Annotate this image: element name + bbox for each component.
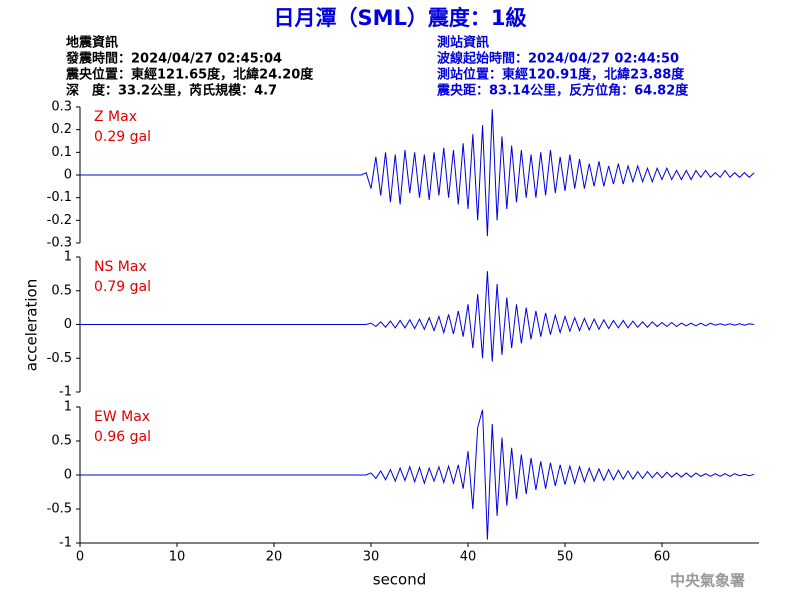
- x-tick-label: 10: [169, 550, 186, 565]
- x-tick-label: 30: [363, 550, 380, 565]
- x-tick-label: 40: [460, 550, 477, 565]
- y-axis-label: acceleration: [23, 279, 41, 371]
- y-tick-label: -0.1: [47, 190, 72, 205]
- y-tick-label: -1: [59, 536, 72, 551]
- max-annotation: NS Max: [94, 259, 147, 275]
- info-left: 發震時間：2024/04/27 02:45:04: [65, 51, 282, 67]
- info-right: 波線起始時間：2024/04/27 02:44:50: [437, 51, 679, 67]
- y-tick-label: 0: [64, 468, 72, 483]
- max-annotation: 0.79 gal: [94, 279, 151, 295]
- info-left: 震央位置：東經121.65度，北緯24.20度: [65, 67, 314, 83]
- y-tick-label: 0.2: [51, 122, 72, 137]
- y-tick-label: 0: [64, 168, 72, 183]
- max-annotation: EW Max: [94, 409, 150, 425]
- y-tick-label: -0.2: [47, 213, 72, 228]
- info-right: 測站資訊: [437, 35, 489, 51]
- x-tick-label: 60: [654, 550, 671, 565]
- chart-title: 日月潭（SML）震度：1級: [273, 6, 526, 30]
- x-tick-label: 20: [266, 550, 283, 565]
- max-annotation: Z Max: [94, 109, 137, 125]
- y-tick-label: 0.5: [51, 434, 72, 449]
- waveform: [80, 409, 755, 540]
- waveform: [80, 109, 755, 237]
- y-tick-label: 1: [64, 250, 72, 265]
- max-annotation: 0.96 gal: [94, 429, 151, 445]
- agency-watermark: 中央氣象署: [670, 572, 745, 590]
- x-axis-label: second: [373, 571, 427, 589]
- y-tick-label: 0: [64, 317, 72, 332]
- y-tick-label: -0.5: [47, 351, 72, 366]
- y-tick-label: 0.3: [51, 100, 72, 115]
- y-tick-label: -1: [59, 385, 72, 400]
- max-annotation: 0.29 gal: [94, 129, 151, 145]
- y-tick-label: 1: [64, 400, 72, 415]
- info-right: 震央距：83.14公里，反方位角：64.82度: [436, 83, 689, 99]
- x-tick-label: 50: [557, 550, 574, 565]
- y-tick-label: -0.5: [47, 502, 72, 517]
- y-tick-label: 0.5: [51, 283, 72, 298]
- info-left: 深 度：33.2公里，芮氏規模：4.7: [66, 83, 277, 99]
- info-right: 測站位置：東經120.91度，北緯23.88度: [437, 67, 685, 83]
- waveform: [80, 271, 755, 362]
- y-tick-label: 0.1: [51, 145, 72, 160]
- y-tick-label: -0.3: [47, 236, 72, 251]
- info-left: 地震資訊: [66, 35, 118, 51]
- x-tick-label: 0: [76, 550, 84, 565]
